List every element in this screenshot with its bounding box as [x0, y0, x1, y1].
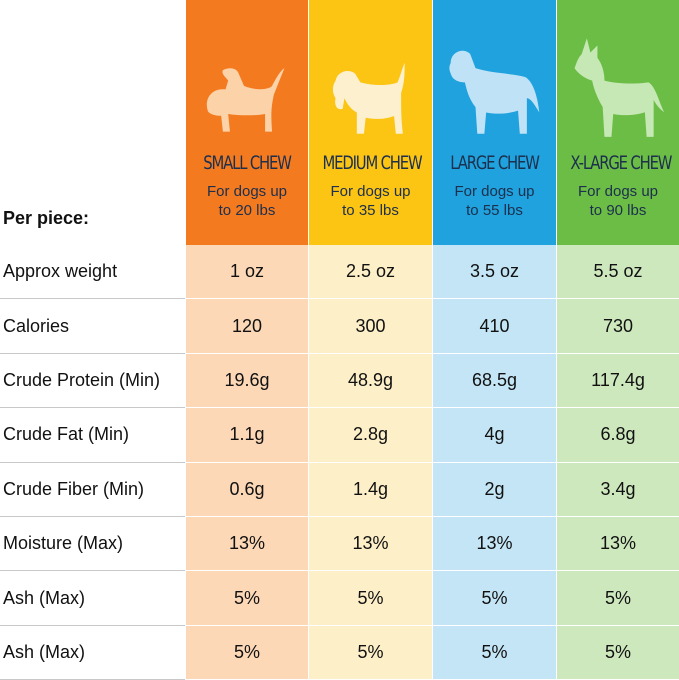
- row-label: Crude Protein (Min): [0, 354, 185, 409]
- value-cell: 5%: [432, 571, 556, 626]
- value-cell: 1.1g: [185, 408, 308, 463]
- row-label: Moisture (Max): [0, 517, 185, 572]
- value-cell: 3.4g: [556, 462, 679, 517]
- value-cell: 5%: [185, 571, 308, 626]
- column-subtitle: For dogs up to 55 lbs: [454, 183, 535, 219]
- value-cell: 1 oz: [185, 245, 308, 300]
- value-cell: 3.5 oz: [432, 245, 556, 300]
- value-cell: 5%: [308, 625, 432, 680]
- column-subtitle: For dogs up to 20 lbs: [206, 183, 288, 219]
- row-label: Crude Fiber (Min): [0, 463, 185, 517]
- column-title: MEDIUM CHEW: [322, 152, 423, 174]
- dog-silhouette: [332, 62, 405, 134]
- dog-silhouette: [206, 68, 285, 132]
- value-cell: 300: [308, 299, 432, 354]
- row-label: Calories: [0, 299, 185, 354]
- per-piece-label: Per piece:: [3, 208, 90, 228]
- value-cell: 0.6g: [185, 462, 308, 517]
- value-cell: 1.4g: [308, 462, 432, 517]
- value-cell: 5.5 oz: [556, 245, 679, 300]
- value-cell: 2.8g: [308, 408, 432, 463]
- row-label: Crude Fat (Min): [0, 408, 185, 463]
- dog-icon: [574, 38, 665, 137]
- value-cell: 5%: [432, 625, 556, 680]
- column-subtitle: For dogs up to 90 lbs: [577, 183, 659, 219]
- dog-icon: [332, 62, 405, 134]
- dog-silhouette: [574, 38, 665, 137]
- column-header: MEDIUM CHEW For dogs up to 35 lbs: [308, 0, 432, 245]
- row-label: Ash (Max): [0, 626, 185, 680]
- column-subtitle: For dogs up to 35 lbs: [330, 183, 411, 219]
- value-cell: 13%: [185, 517, 308, 572]
- column-title: X-LARGE CHEW: [570, 152, 672, 174]
- value-cell: 13%: [308, 517, 432, 572]
- column-header: LARGE CHEW For dogs up to 55 lbs: [432, 0, 556, 245]
- value-cell: 120: [185, 299, 308, 354]
- row-label: Approx weight: [0, 245, 185, 300]
- column-title: SMALL CHEW: [203, 152, 292, 174]
- value-cell: 19.6g: [185, 353, 308, 409]
- value-cell: 13%: [556, 517, 679, 572]
- value-cell: 68.5g: [432, 353, 556, 409]
- value-cell: 13%: [432, 517, 556, 572]
- value-cell: 5%: [556, 625, 679, 680]
- column-title: LARGE CHEW: [450, 152, 540, 174]
- value-cell: 2g: [432, 462, 556, 517]
- value-cell: 117.4g: [556, 353, 679, 409]
- value-cell: 5%: [556, 571, 679, 626]
- value-cell: 5%: [308, 571, 432, 626]
- value-cell: 410: [432, 299, 556, 354]
- value-cell: 730: [556, 299, 679, 354]
- value-cell: 5%: [185, 625, 308, 680]
- value-cell: 6.8g: [556, 408, 679, 463]
- value-cell: 2.5 oz: [308, 245, 432, 300]
- value-cell: 48.9g: [308, 353, 432, 409]
- dog-icon: [206, 68, 285, 132]
- dog-silhouette: [449, 50, 540, 134]
- column-header: SMALL CHEW For dogs up to 20 lbs: [185, 0, 308, 245]
- row-label: Ash (Max): [0, 571, 185, 626]
- value-cell: 4g: [432, 408, 556, 463]
- column-header: X-LARGE CHEW For dogs up to 90 lbs: [556, 0, 679, 245]
- dog-icon: [449, 50, 540, 134]
